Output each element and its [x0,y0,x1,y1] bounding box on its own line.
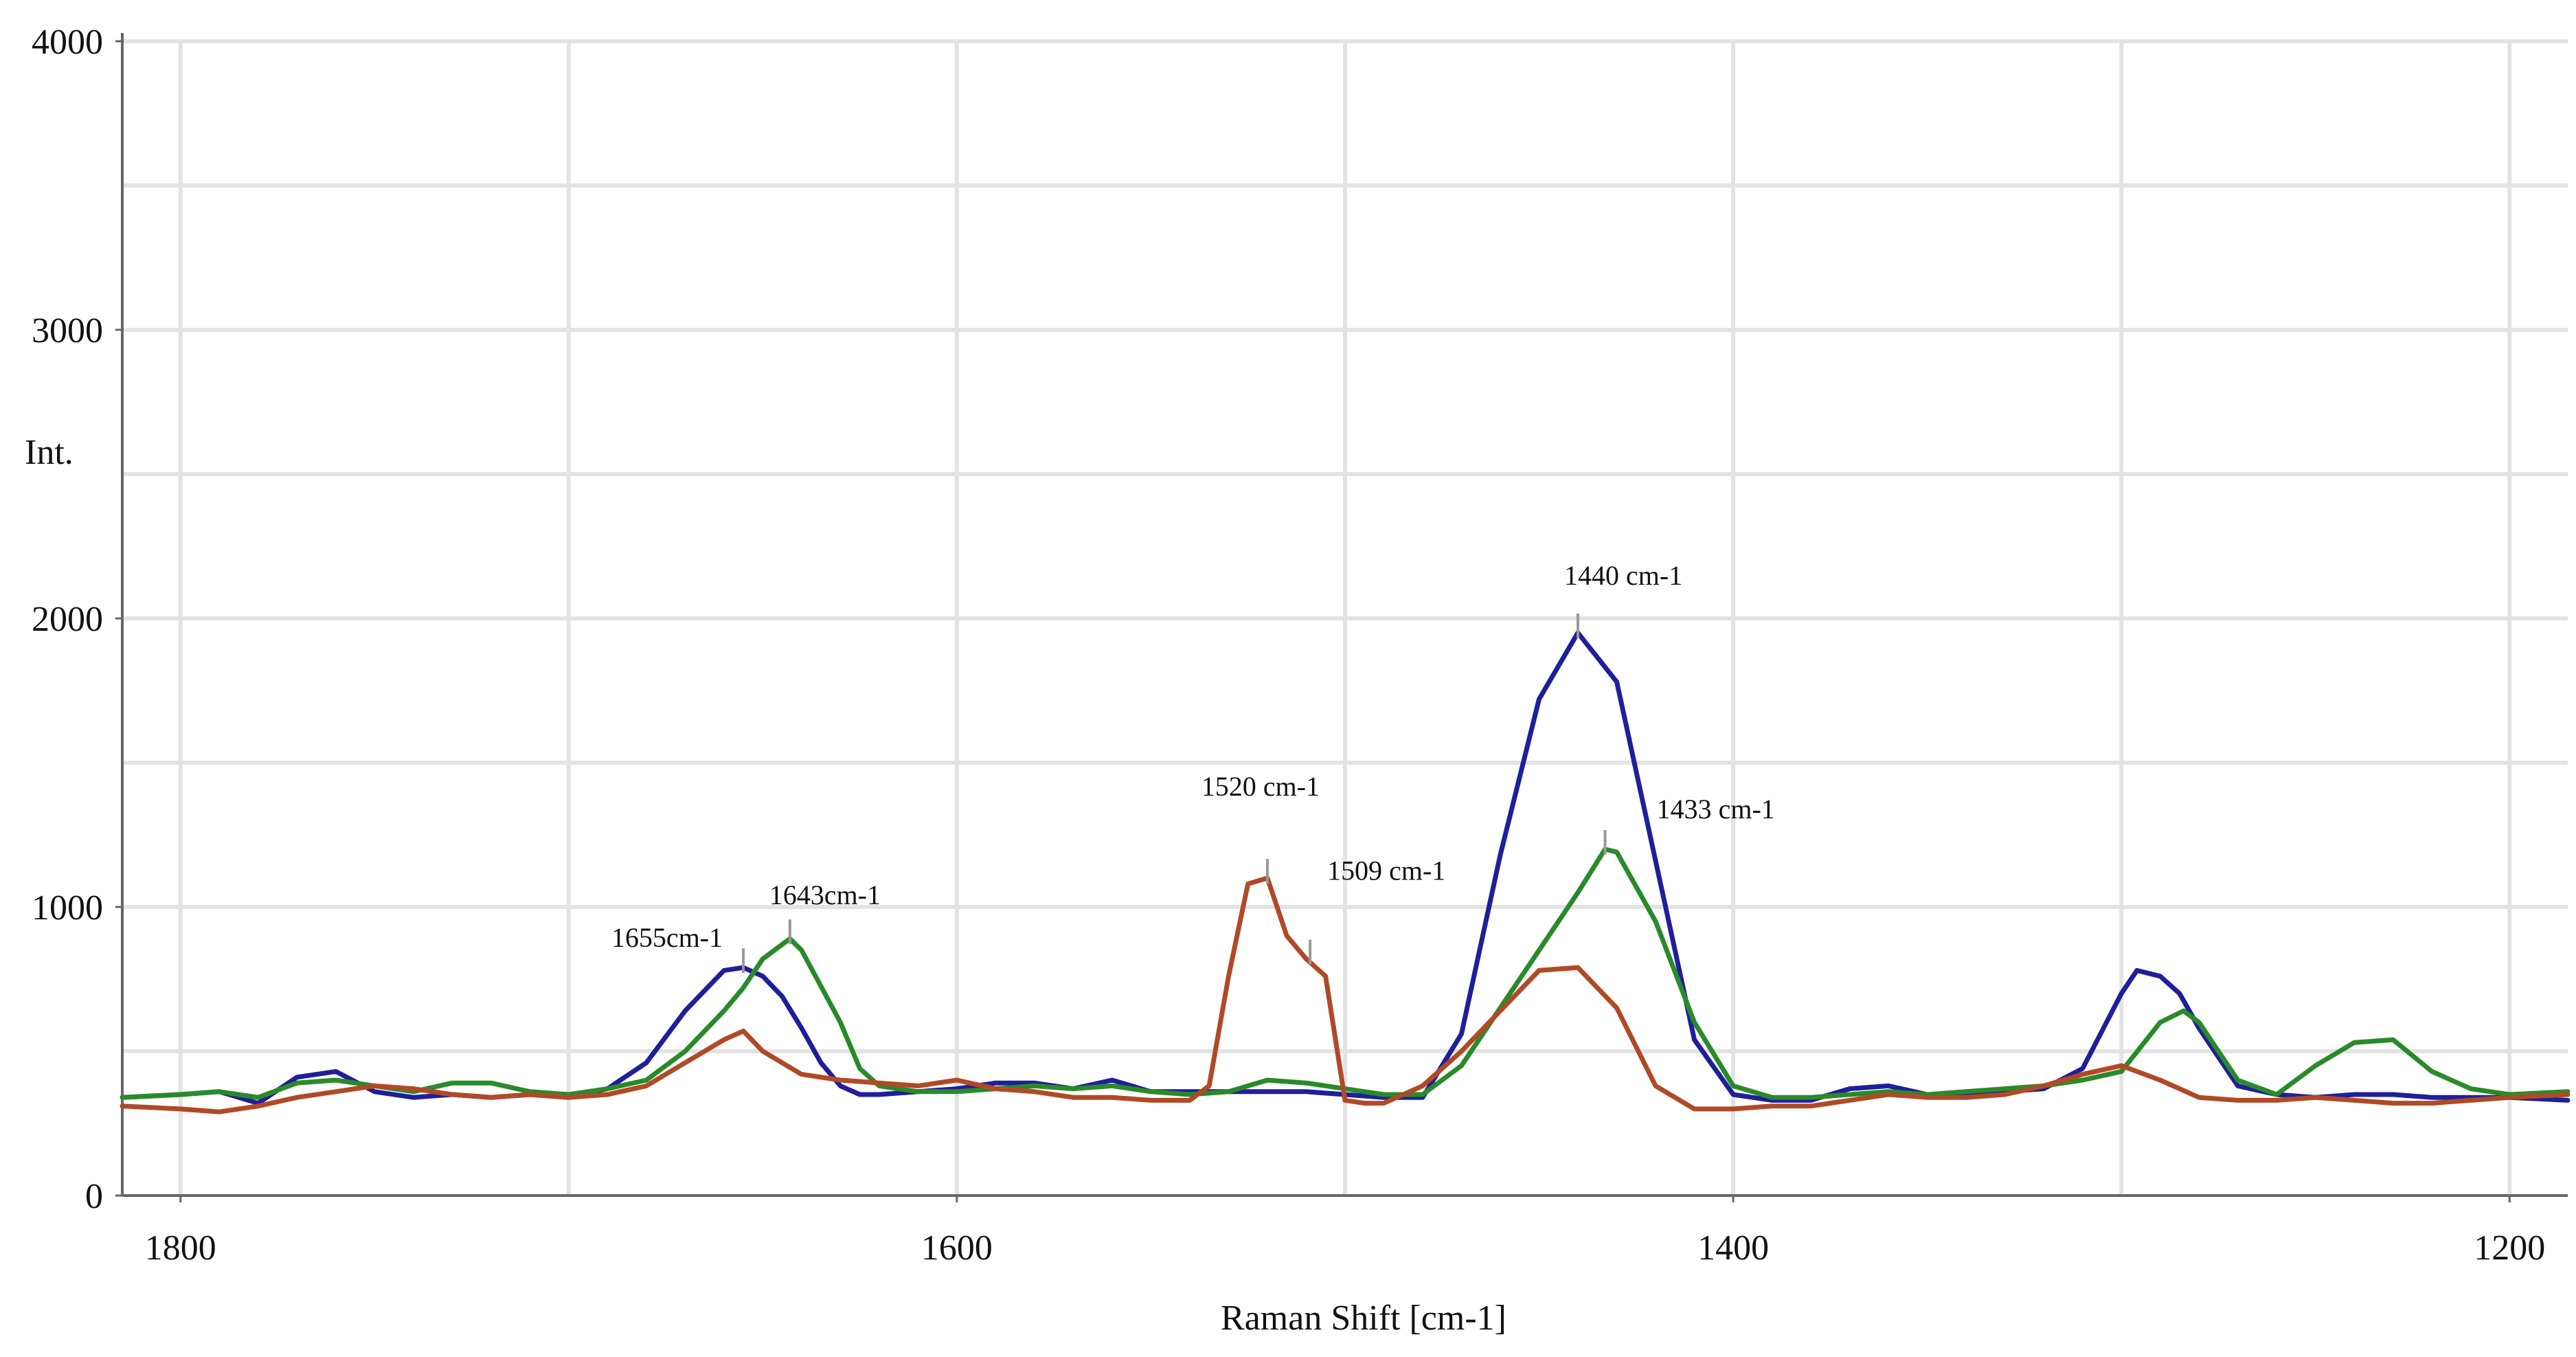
series-line-1 [120,846,2571,1100]
peak-label-1: 1643cm-1 [769,879,881,910]
x-axis-label: Raman Shift [cm-1] [1221,1299,1506,1338]
series-line-2 [120,875,2571,1114]
x-tick-label-0: 1800 [145,1229,216,1268]
y-tick-label-3: 3000 [32,311,103,350]
major-grid [122,39,2568,1196]
peak-label-5: 1433 cm-1 [1657,794,1775,825]
peak-annotations: 1655cm-1 1643cm-1 1520 cm-1 1509 cm-1 1440 c… [611,560,1775,974]
y-tick-label-4: 4000 [32,23,103,62]
peak-label-4: 1440 cm-1 [1564,560,1682,591]
y-tick-labels: 0 1000 2000 3000 4000 [32,23,122,1216]
peak-label-2: 1520 cm-1 [1201,771,1320,802]
x-tick-label-1: 1600 [921,1229,993,1268]
y-tick-label-0: 0 [85,1177,103,1216]
peak-label-3: 1509 cm-1 [1327,855,1445,886]
x-tick-label-3: 1200 [2474,1229,2545,1268]
axes [121,33,2568,1197]
series-lines [120,630,2571,1114]
y-tick-label-2: 2000 [32,600,103,639]
x-tick-labels: 1800 1600 1400 1200 [145,1196,2545,1268]
x-tick-label-2: 1400 [1697,1229,1769,1268]
peak-label-0: 1655cm-1 [611,922,723,953]
y-tick-label-1: 1000 [32,888,103,928]
y-axis-label: Int. [25,433,74,472]
